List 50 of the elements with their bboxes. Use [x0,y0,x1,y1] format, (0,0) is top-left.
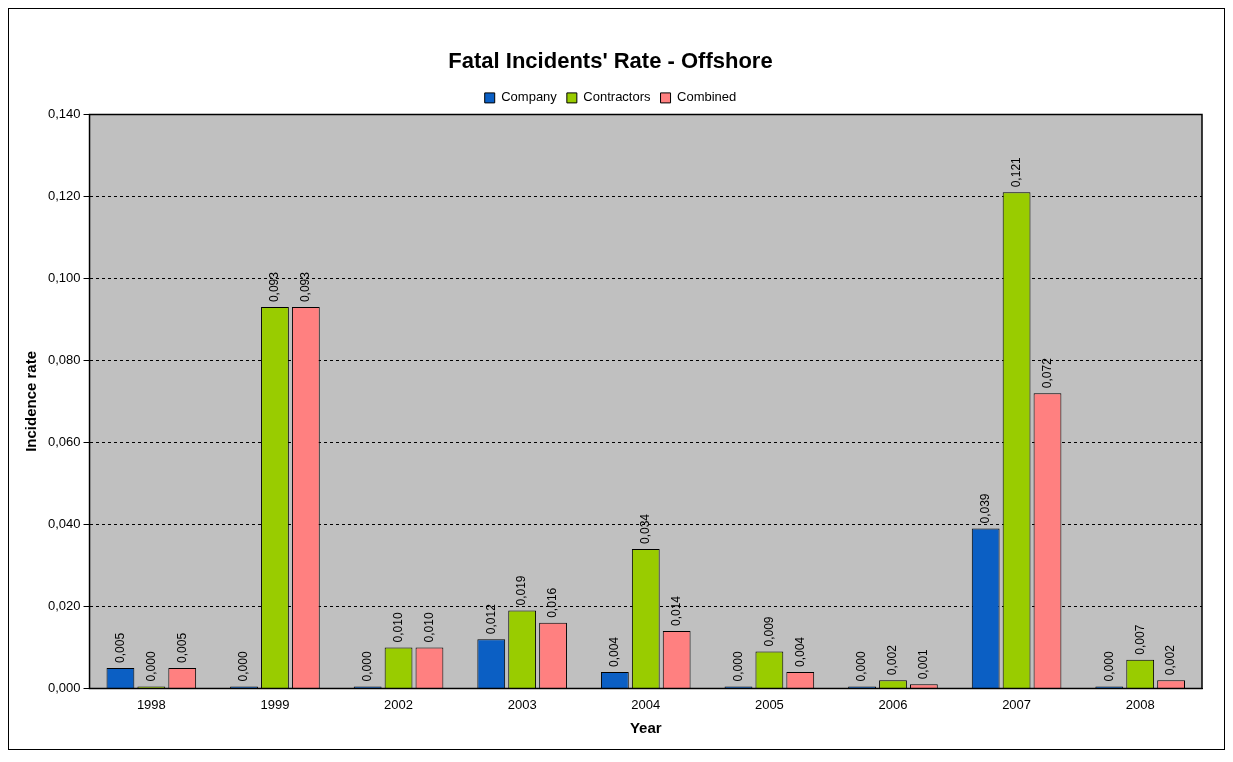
data-label: 0,001 [916,648,931,680]
data-label: 0,000 [359,651,374,682]
y-tick-label: 0,080 [47,351,81,367]
x-axis-title: Year [629,719,662,737]
data-label: 0,093 [298,271,313,303]
data-label: 0,000 [143,651,158,682]
y-tick-label: 0,100 [47,269,81,285]
data-label: 0,014 [668,595,683,626]
x-tick-label: 2006 [878,696,908,712]
data-label: 0,002 [885,644,900,676]
data-label: 0,012 [483,603,498,635]
data-label: 0,007 [1132,624,1147,655]
data-label: 0,019 [514,575,529,606]
x-tick-label: 2002 [384,696,414,712]
x-tick-label: 2004 [631,696,661,712]
x-tick-label: 1999 [260,696,290,712]
y-tick-label: 0,040 [47,515,81,531]
data-label: 0,016 [545,587,560,618]
legend-label: Company [501,89,558,105]
data-label: 0,002 [1163,644,1178,676]
y-axis-title: Incidence rate [22,350,40,452]
chart-title: Fatal Incidents' Rate - Offshore [448,48,773,74]
data-label: 0,005 [174,632,189,663]
data-label: 0,005 [112,632,127,663]
y-tick-label: 0,020 [47,597,81,613]
x-tick-label: 1998 [136,696,166,712]
data-label: 0,000 [236,651,251,682]
x-tick-label: 2003 [507,696,537,712]
x-tick-label: 2007 [1002,696,1032,712]
data-label: 0,000 [854,651,869,682]
data-label: 0,039 [978,493,992,524]
data-label: 0,000 [1101,651,1116,682]
x-tick-label: 2008 [1125,696,1155,712]
y-tick-label: 0,000 [47,679,81,695]
data-label: 0,093 [267,271,282,303]
data-label: 0,121 [1008,156,1023,188]
y-tick-label: 0,140 [47,105,81,121]
data-label: 0,000 [730,651,745,682]
data-label: 0,010 [421,612,436,643]
data-label: 0,004 [607,636,622,667]
data-label: 0,010 [390,612,405,643]
data-label: 0,034 [638,513,653,544]
y-tick-label: 0,060 [47,433,81,449]
data-label: 0,004 [792,636,807,667]
data-label: 0,009 [761,616,776,647]
data-label: 0,072 [1039,357,1054,389]
x-tick-label: 2005 [754,696,784,712]
legend-label: Combined [677,89,737,105]
y-tick-label: 0,120 [47,187,81,203]
legend-label: Contractors [583,89,652,105]
